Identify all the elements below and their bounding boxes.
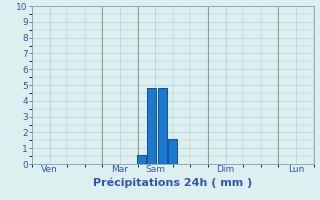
Bar <box>147 88 156 164</box>
Bar <box>158 88 167 164</box>
Bar <box>137 155 146 164</box>
X-axis label: Précipitations 24h ( mm ): Précipitations 24h ( mm ) <box>93 177 252 188</box>
Bar <box>168 139 177 164</box>
